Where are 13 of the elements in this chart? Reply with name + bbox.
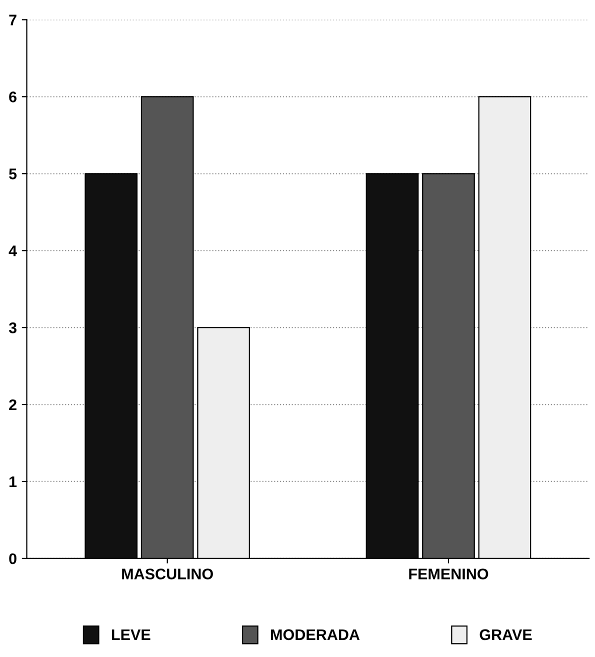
y-tick-label: 5 xyxy=(9,168,17,180)
legend-label: LEVE xyxy=(112,629,150,640)
y-tick-label: 1 xyxy=(10,476,17,488)
y-tick-label: 2 xyxy=(9,399,16,410)
y-tick-label: 7 xyxy=(9,14,16,26)
y-tick-label: 3 xyxy=(8,322,16,334)
y-tick-label: 0 xyxy=(9,553,16,564)
x-tick-label: MASCULINO xyxy=(122,568,213,580)
legend-label: MODERADA xyxy=(271,629,360,640)
legend-label: GRAVE xyxy=(480,629,532,640)
y-tick-label: 4 xyxy=(8,246,17,256)
x-tick-label: FEMENINO xyxy=(409,568,488,580)
y-tick-label: 6 xyxy=(9,92,16,102)
